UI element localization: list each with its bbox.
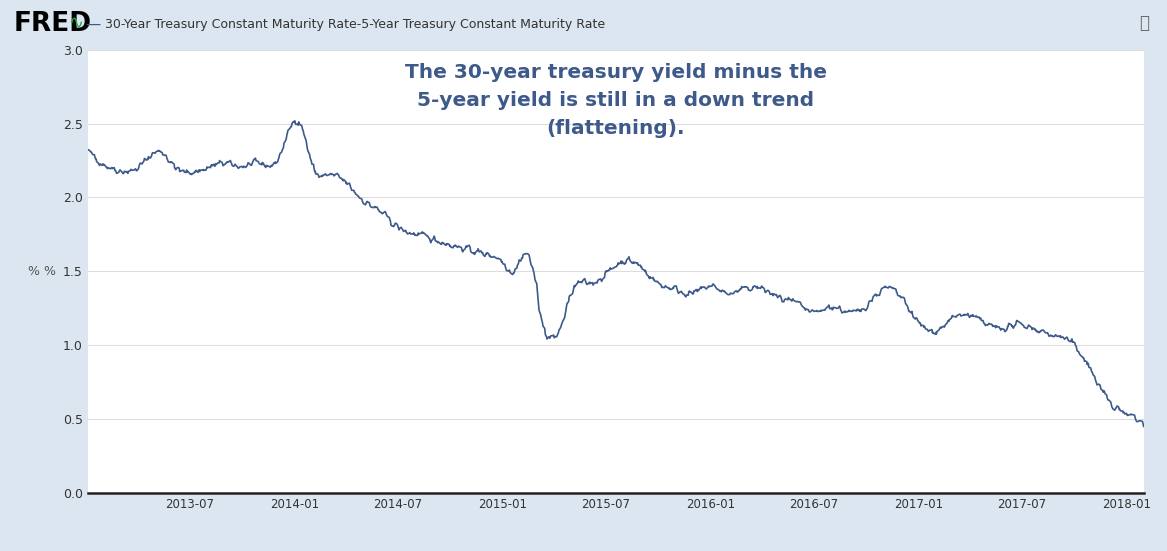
Text: 30-Year Treasury Constant Maturity Rate-5-Year Treasury Constant Maturity Rate: 30-Year Treasury Constant Maturity Rate-… — [105, 18, 606, 31]
Text: The 30-year treasury yield minus the
5-year yield is still in a down trend
(flat: The 30-year treasury yield minus the 5-y… — [405, 63, 826, 138]
Text: FRED: FRED — [14, 12, 92, 37]
Text: ∿: ∿ — [68, 13, 83, 31]
Text: —: — — [85, 17, 100, 32]
Text: ⤢: ⤢ — [1139, 14, 1149, 33]
Y-axis label: % %: % % — [28, 265, 56, 278]
